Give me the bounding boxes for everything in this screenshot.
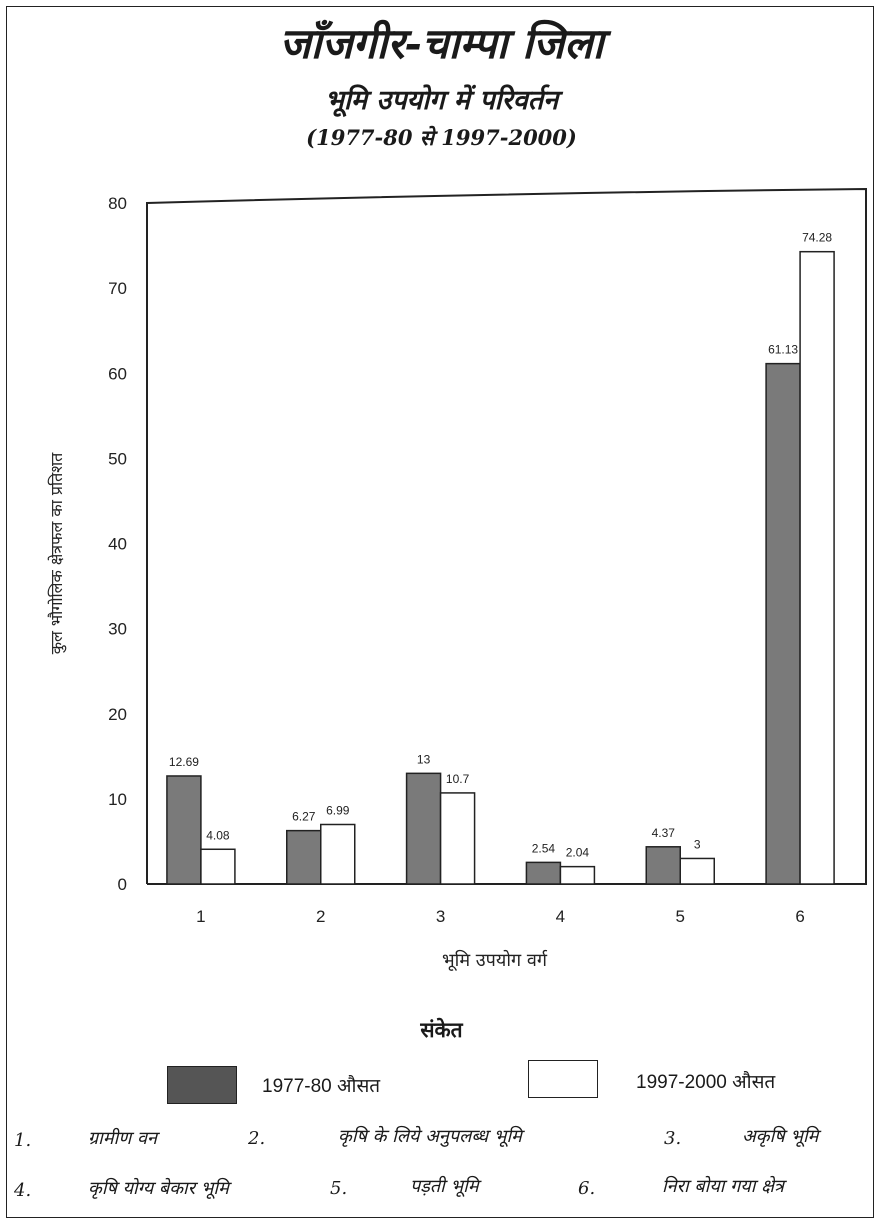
category-key-num: 5. (330, 1178, 348, 1199)
bar (679, 857, 715, 885)
plot-frame (146, 187, 867, 885)
bar (439, 792, 476, 885)
x-tick-label: 1 (196, 907, 205, 926)
data-label: 12.69 (169, 755, 199, 769)
bar (765, 362, 801, 885)
bar (286, 829, 322, 885)
category-key-num: 3. (664, 1128, 682, 1149)
x-tick-label: 4 (556, 907, 565, 926)
bar-chart: 0 10 20 30 40 50 60 70 80 कुल भौगोलिक क्षेत्रफल क… (47, 187, 867, 971)
y-tick-label: 0 (118, 875, 127, 894)
category-key-name: निरा बोया गया क्षेत्र (662, 1176, 784, 1197)
y-axis-label: कुल भौगोलिक क्षेत्रफल का प्रतिशत (47, 452, 67, 654)
category-key-name: अकृषि भूमि (742, 1126, 819, 1147)
category-key-name: कृषि योग्य बेकार भूमि (88, 1178, 229, 1199)
x-tick-label: 5 (676, 907, 685, 926)
data-label: 2.54 (532, 841, 556, 855)
y-tick-label: 60 (108, 364, 127, 383)
data-label: 10.7 (446, 772, 470, 786)
y-tick-label: 20 (108, 705, 127, 724)
bar (405, 772, 442, 885)
y-tick-label: 30 (108, 620, 127, 639)
legend-swatch-1977-80 (167, 1066, 237, 1104)
bar (320, 823, 356, 885)
category-key-num: 2. (248, 1128, 266, 1149)
data-label: 6.27 (292, 810, 316, 824)
category-key-num: 4. (14, 1180, 32, 1201)
x-axis-label: भूमि उपयोग वर्ग (442, 949, 548, 971)
category-key-num: 6. (578, 1178, 596, 1199)
data-label: 74.28 (802, 231, 832, 245)
data-label: 13 (417, 752, 431, 766)
x-tick-label: 6 (795, 907, 804, 926)
page-frame (6, 6, 874, 1218)
bar (200, 848, 236, 885)
y-tick-label: 80 (108, 194, 127, 213)
bar (166, 775, 202, 885)
data-label: 2.04 (566, 846, 590, 860)
data-label: 61.13 (768, 343, 798, 357)
y-tick-label: 10 (108, 790, 127, 809)
y-tick-label: 70 (108, 279, 127, 298)
data-label: 3 (694, 837, 701, 851)
bar (645, 846, 681, 885)
legend-label-1997-2000: 1997-2000 औसत (636, 1072, 776, 1093)
category-key-name: कृषि के लिये अनुपलब्ध भूमि (338, 1126, 522, 1147)
chart-subtitle: भूमि उपयोग में परिवर्तन (324, 85, 559, 116)
bar (559, 865, 596, 885)
y-tick-label: 40 (108, 535, 127, 554)
x-tick-label: 3 (436, 907, 445, 926)
legend-title: संकेत (420, 1018, 463, 1042)
legend-swatch-1997-2000 (528, 1060, 598, 1098)
data-label: 6.99 (326, 803, 350, 817)
x-tick-label: 2 (316, 907, 325, 926)
data-label: 4.37 (652, 826, 676, 840)
category-key-name: पड़ती भूमि (410, 1176, 479, 1197)
chart-title: जाँजगीर-चाम्पा जिला (279, 19, 604, 68)
category-key-num: 1. (14, 1130, 32, 1151)
bar (525, 861, 562, 885)
category-key-name: ग्रामीण वन (88, 1128, 157, 1149)
y-tick-label: 50 (108, 449, 127, 468)
data-label: 4.08 (206, 828, 230, 842)
legend-label-1977-80: 1977-80 औसत (262, 1076, 381, 1097)
chart-period: (1977-80 से 1997-2000) (306, 125, 577, 150)
bar (799, 250, 835, 885)
